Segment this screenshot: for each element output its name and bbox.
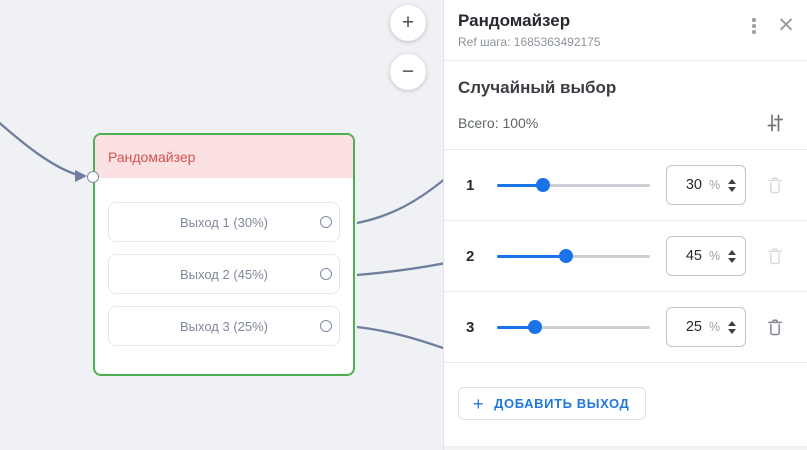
node-outputs: Выход 1 (30%) Выход 2 (45%) Выход 3 (25%… xyxy=(95,178,353,346)
edge-incoming xyxy=(0,121,79,177)
section-head: Случайный выбор xyxy=(444,61,807,98)
trash-icon xyxy=(763,244,787,268)
output-row-1: 1 % xyxy=(444,150,807,221)
row-index: 3 xyxy=(466,318,475,336)
percent-unit: % xyxy=(709,320,721,334)
percent-slider-3[interactable] xyxy=(497,319,650,335)
total-label: Всего: 100% xyxy=(458,115,539,131)
node-title: Рандомайзер xyxy=(108,148,196,165)
node-output-port-3[interactable] xyxy=(320,320,332,332)
slider-thumb[interactable] xyxy=(528,320,543,334)
settings-panel: Рандомайзер Ref шага: 1685363492175 ✕ Сл… xyxy=(443,0,807,450)
plus-icon: + xyxy=(401,11,415,34)
percent-input-1[interactable] xyxy=(677,177,702,193)
section-title: Случайный выбор xyxy=(458,78,617,97)
node-output-port-2[interactable] xyxy=(320,268,332,280)
node-output-label: Выход 2 (45%) xyxy=(179,266,269,282)
percent-slider-1[interactable] xyxy=(497,177,650,193)
percent-slider-2[interactable] xyxy=(497,248,650,264)
percent-unit: % xyxy=(709,178,721,192)
trash-icon[interactable] xyxy=(763,315,787,339)
tune-sliders-icon[interactable] xyxy=(763,111,787,135)
randomizer-node[interactable]: Рандомайзер Выход 1 (30%) Выход 2 (45%) … xyxy=(87,133,355,376)
node-output-3: Выход 3 (25%) xyxy=(108,306,340,346)
node-header: Рандомайзер xyxy=(95,135,353,178)
add-row: + ДОБАВИТЬ ВЫХОД xyxy=(444,363,807,444)
add-output-button[interactable]: + ДОБАВИТЬ ВЫХОД xyxy=(458,387,647,420)
slider-thumb[interactable] xyxy=(535,178,550,192)
percent-unit: % xyxy=(709,249,721,263)
total-row: Всего: 100% xyxy=(444,98,807,150)
edge-output-3 xyxy=(356,325,443,350)
edge-output-2 xyxy=(356,262,443,277)
node-output-1: Выход 1 (30%) xyxy=(108,202,340,242)
panel-header: Рандомайзер Ref шага: 1685363492175 ✕ xyxy=(444,0,807,61)
zoom-in-button[interactable]: + xyxy=(390,5,426,41)
close-icon[interactable]: ✕ xyxy=(773,12,799,38)
percent-input-3[interactable] xyxy=(677,319,702,335)
zoom-out-button[interactable]: − xyxy=(390,54,426,90)
node-output-label: Выход 3 (25%) xyxy=(179,318,269,334)
edge-arrowhead xyxy=(75,170,87,182)
node-input-port[interactable] xyxy=(87,171,99,183)
add-output-label: ДОБАВИТЬ ВЫХОД xyxy=(494,396,630,411)
row-index: 2 xyxy=(466,247,475,265)
node-output-2: Выход 2 (45%) xyxy=(108,254,340,294)
kebab-menu-icon[interactable] xyxy=(741,13,767,39)
minus-icon: − xyxy=(401,60,415,83)
panel-footer xyxy=(444,446,807,450)
trash-icon xyxy=(763,173,787,197)
panel-title: Рандомайзер xyxy=(458,11,571,30)
slider-thumb[interactable] xyxy=(558,249,573,263)
row-index: 1 xyxy=(466,176,475,194)
output-row-2: 2 % xyxy=(444,221,807,292)
number-stepper-icon[interactable] xyxy=(728,249,737,263)
node-output-label: Выход 1 (30%) xyxy=(179,214,269,230)
percent-field-3: % xyxy=(666,307,746,347)
number-stepper-icon[interactable] xyxy=(728,178,737,192)
percent-field-1: % xyxy=(666,165,746,205)
node-output-port-1[interactable] xyxy=(320,216,332,228)
edge-output-1 xyxy=(356,178,443,225)
number-stepper-icon[interactable] xyxy=(728,320,737,334)
step-ref: Ref шага: 1685363492175 xyxy=(458,35,601,49)
percent-input-2[interactable] xyxy=(677,248,702,264)
output-row-3: 3 % xyxy=(444,292,807,363)
plus-icon: + xyxy=(473,393,485,414)
percent-field-2: % xyxy=(666,236,746,276)
